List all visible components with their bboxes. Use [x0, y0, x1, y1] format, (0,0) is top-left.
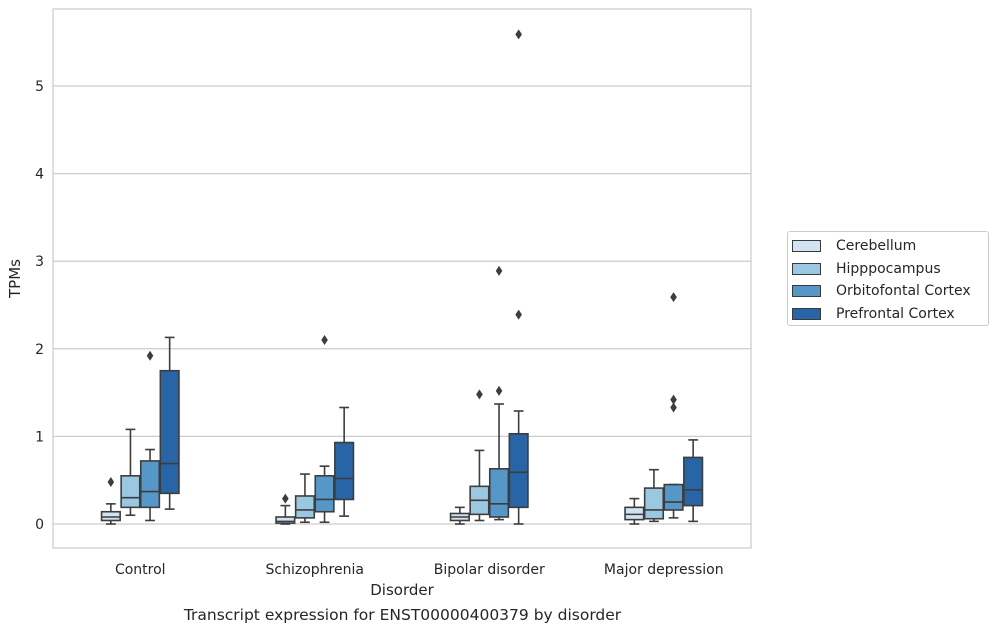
y-tick-labels: 0 1 2 3 4 5	[35, 79, 44, 533]
gridlines	[53, 85, 751, 525]
outlier-point	[670, 292, 677, 303]
box-iqr	[624, 506, 645, 521]
box-group	[663, 292, 684, 519]
box-iqr	[120, 475, 141, 509]
box-iqr	[508, 432, 529, 509]
box-iqr	[683, 456, 704, 507]
outlier-point	[515, 29, 522, 40]
box-group	[624, 497, 645, 525]
box-iqr	[643, 487, 665, 520]
outlier-point	[495, 265, 503, 276]
x-tick-label: Control	[115, 562, 166, 578]
outlier-point	[107, 476, 115, 487]
chart-caption: Transcript expression for ENST0000040037…	[183, 606, 622, 624]
y-tick-label: 2	[35, 342, 44, 358]
box-group	[120, 428, 141, 517]
box-group	[449, 506, 470, 525]
outlier-point	[282, 493, 289, 504]
box-iqr	[334, 441, 355, 501]
box-group	[683, 439, 704, 523]
box-iqr	[663, 483, 684, 511]
box-group	[139, 350, 161, 522]
y-tick-label: 5	[35, 79, 44, 95]
legend-item: Prefrontal Cortex	[792, 303, 988, 326]
legend-item: Orbitofontal Cortex	[792, 280, 988, 303]
box-iqr	[100, 510, 121, 522]
outlier-point	[515, 309, 522, 320]
box-group	[469, 389, 490, 522]
box-iqr	[139, 460, 161, 509]
box-group	[508, 29, 529, 525]
box-group	[488, 265, 510, 521]
x-tick-labels: Control Schizophrenia Bipolar disorder Majo…	[115, 562, 724, 578]
legend-swatch	[792, 240, 821, 253]
outlier-point	[670, 394, 677, 405]
y-tick-label: 0	[35, 517, 44, 533]
box-group	[643, 468, 665, 523]
box-plot-marks	[100, 29, 704, 525]
outlier-point	[670, 402, 677, 413]
x-axis-label: Disorder	[370, 581, 434, 599]
outlier-point	[321, 335, 328, 346]
legend-label: Hipppocampus	[836, 260, 941, 277]
legend-swatch	[792, 307, 821, 320]
box-group	[159, 336, 180, 510]
legend-label: Orbitofontal Cortex	[836, 283, 971, 300]
legend-swatch	[792, 262, 821, 275]
legend-item: Hipppocampus	[792, 258, 988, 281]
outlier-point	[476, 389, 483, 400]
box-group	[294, 473, 316, 524]
y-tick-label: 4	[35, 167, 44, 183]
y-tick-label: 3	[35, 254, 44, 270]
legend-swatch	[792, 285, 821, 298]
box-iqr	[488, 468, 510, 518]
plot-area-frame	[52, 8, 752, 549]
box-iqr	[159, 369, 180, 495]
y-tick-label: 1	[35, 429, 44, 445]
x-tick-label: Schizophrenia	[266, 562, 364, 578]
legend-item: Cerebellum	[792, 235, 988, 258]
y-axis-label: TPMs	[6, 259, 24, 299]
box-iqr	[275, 516, 296, 524]
legend-label: Cerebellum	[836, 238, 917, 255]
box-group	[275, 493, 296, 525]
outlier-point	[146, 350, 154, 361]
box-group	[314, 335, 335, 524]
box-group	[100, 476, 121, 525]
x-tick-label: Major depression	[604, 562, 724, 578]
legend-label: Prefrontal Cortex	[836, 305, 955, 322]
outlier-point	[495, 385, 503, 396]
box-iqr	[294, 495, 316, 519]
box-group	[334, 406, 355, 517]
x-tick-label: Bipolar disorder	[434, 562, 545, 578]
legend: Cerebellum Hipppocampus Orbitofontal Corte…	[787, 231, 989, 326]
box-iqr	[314, 475, 335, 513]
